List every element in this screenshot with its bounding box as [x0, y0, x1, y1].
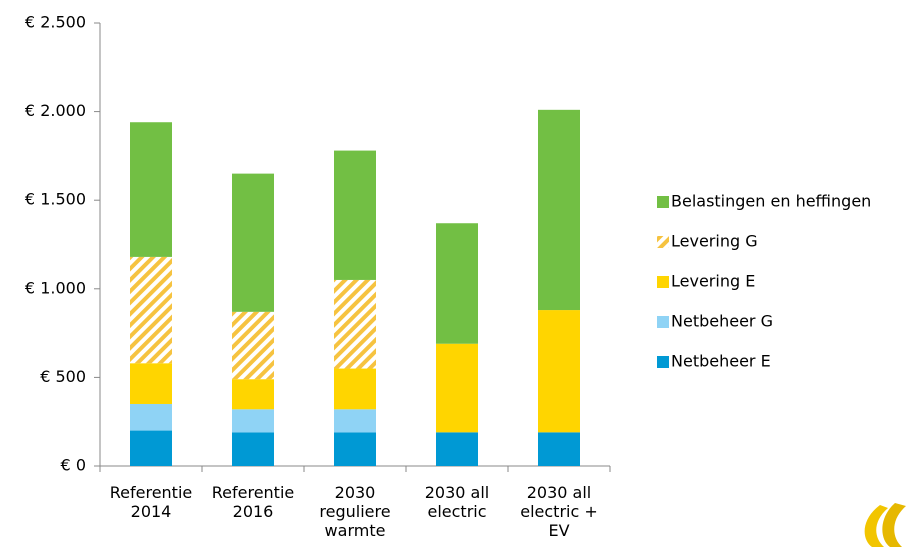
bar-segment	[130, 403, 172, 431]
legend-swatch	[657, 316, 669, 328]
bar-segment	[130, 122, 172, 257]
bar-segment	[232, 409, 274, 433]
y-tick-label: € 500	[40, 367, 86, 386]
legend-swatch	[657, 276, 669, 288]
bar-segment	[232, 432, 274, 466]
bar-segment	[538, 109, 580, 311]
x-tick-label: 2030 reguliere warmte	[319, 483, 391, 540]
bar-segment	[232, 379, 274, 410]
y-tick-label: € 1.500	[25, 190, 86, 209]
bar-segment	[130, 430, 172, 466]
legend-label: Netbeheer E	[671, 352, 771, 371]
legend-label: Levering E	[671, 272, 755, 291]
bar-segment	[334, 150, 376, 280]
legend-label: Netbeheer G	[671, 312, 773, 331]
legend-label: Belastingen en heffingen	[671, 192, 871, 211]
bar-segment	[334, 368, 376, 410]
y-tick-label: € 2.500	[25, 13, 86, 32]
y-tick-label: € 2.000	[25, 101, 86, 120]
bar-segment	[334, 409, 376, 433]
legend-swatch	[657, 236, 669, 248]
logo	[864, 503, 906, 547]
x-tick-label: Referentie 2016	[211, 483, 295, 521]
y-tick-label: € 0	[61, 456, 86, 475]
x-tick-label: 2030 all electric	[424, 483, 490, 521]
y-tick-label: € 1.000	[25, 278, 86, 297]
bar-segment	[538, 310, 580, 433]
bar-segment	[436, 223, 478, 344]
bar-segment	[130, 363, 172, 404]
legend-swatch	[657, 196, 669, 208]
x-tick-label: Referentie 2014	[109, 483, 193, 521]
bar-segment	[232, 311, 274, 380]
legend-label: Levering G	[671, 232, 758, 251]
bar-segment	[436, 343, 478, 433]
bar-segment	[232, 173, 274, 312]
legend-swatch	[657, 356, 669, 368]
bar-segment	[436, 432, 478, 466]
bar-segment	[334, 432, 376, 466]
x-tick-label: 2030 all electric + EV	[520, 483, 598, 540]
bar-segment	[538, 432, 580, 466]
bar-segment	[130, 256, 172, 364]
bar-segment	[334, 279, 376, 369]
